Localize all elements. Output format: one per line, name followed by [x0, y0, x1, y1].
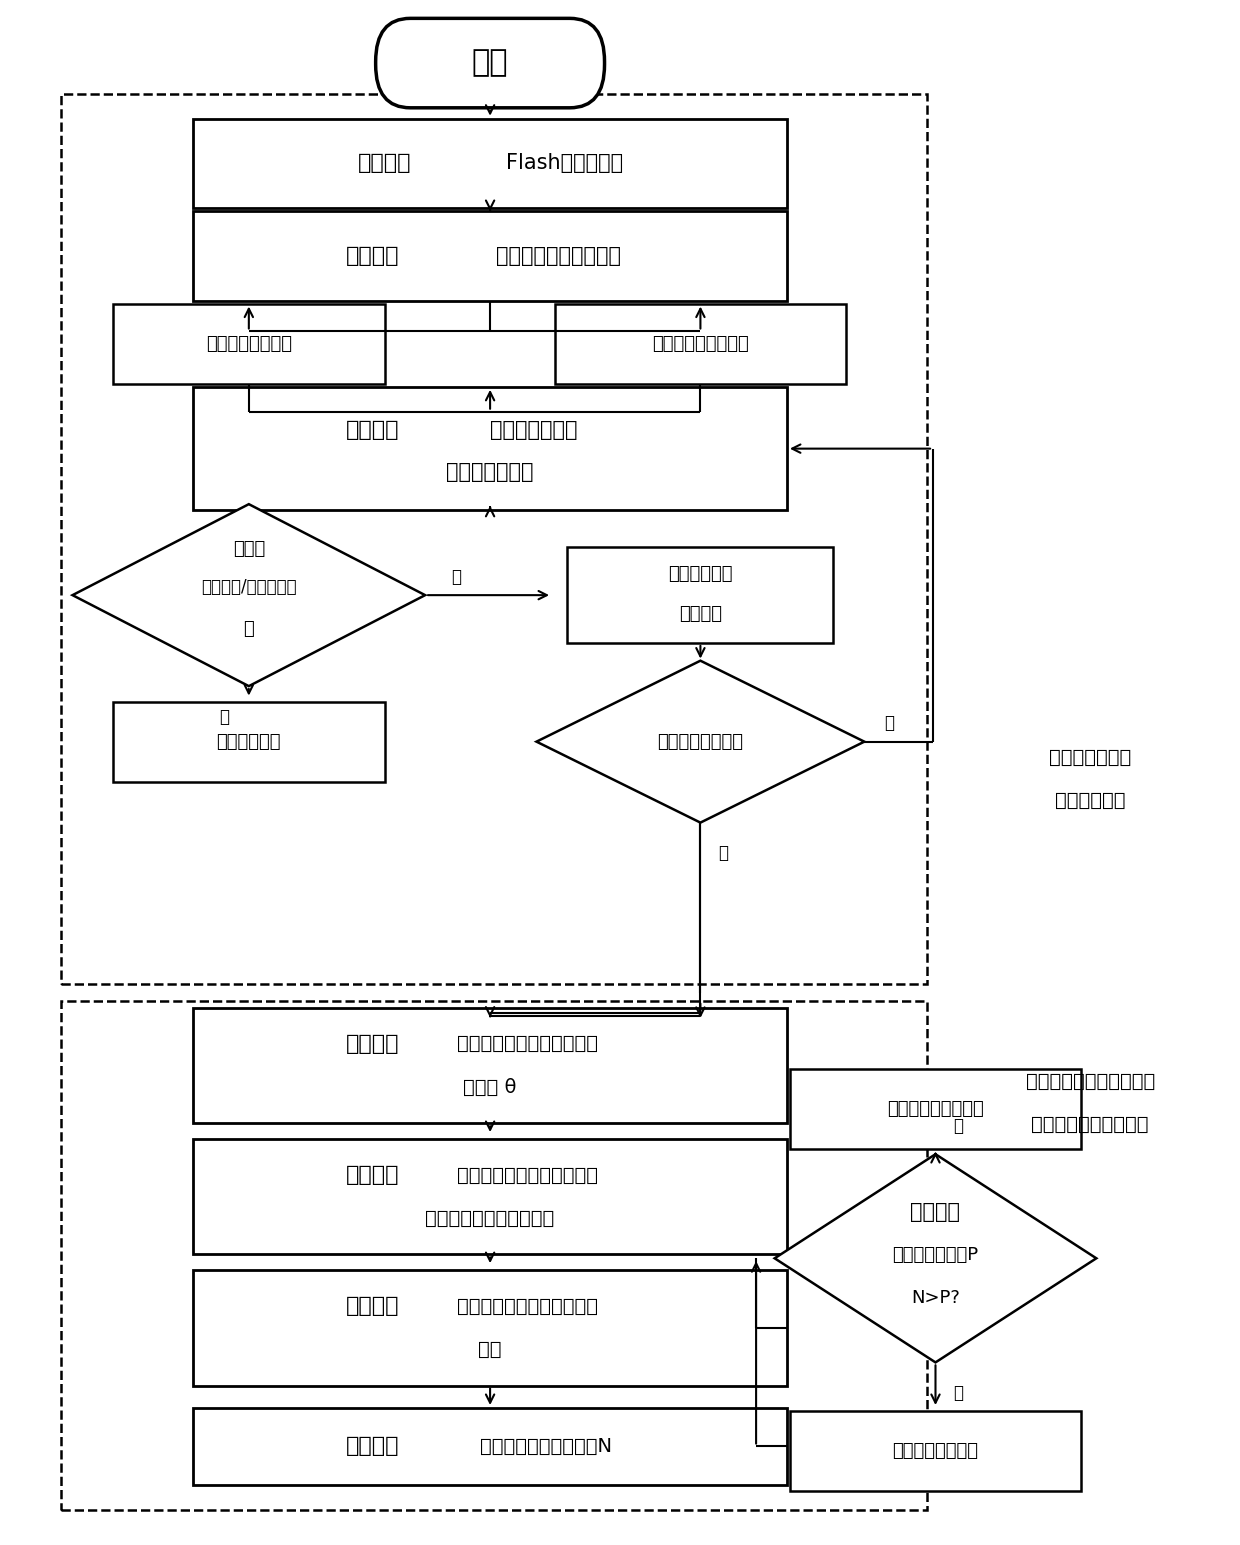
- Text: 进行各温度下的: 进行各温度下的: [490, 420, 577, 440]
- Bar: [556, 304, 846, 383]
- Polygon shape: [775, 1154, 1096, 1363]
- Text: 计算常温下平均无故障工作: 计算常温下平均无故障工作: [456, 1296, 598, 1316]
- Bar: [568, 547, 833, 643]
- Text: 隔时间 θ: 隔时间 θ: [464, 1077, 517, 1097]
- Text: 记录失效时间: 记录失效时间: [217, 732, 281, 751]
- Text: 是: 是: [952, 1384, 962, 1403]
- Text: 多: 多: [243, 620, 254, 638]
- Text: 步骤三：: 步骤三：: [346, 420, 399, 440]
- Text: 是: 是: [219, 708, 229, 726]
- Text: 步骤五：: 步骤五：: [346, 1165, 399, 1185]
- Text: 擦写循环试验与: 擦写循环试验与: [1049, 748, 1131, 766]
- Text: 数据错误收集: 数据错误收集: [1055, 791, 1126, 810]
- Bar: [61, 1001, 926, 1509]
- FancyBboxPatch shape: [376, 19, 605, 108]
- Text: 错误数量: 错误数量: [680, 604, 722, 623]
- Bar: [193, 1407, 787, 1485]
- Bar: [193, 386, 787, 510]
- Bar: [113, 304, 384, 383]
- Bar: [193, 119, 787, 209]
- Text: 擦写读循环试验: 擦写读循环试验: [446, 462, 534, 482]
- Text: 到达预设试验时间: 到达预设试验时间: [657, 732, 744, 751]
- Polygon shape: [72, 504, 425, 686]
- Bar: [61, 94, 926, 984]
- Text: 没有读出/故障单元过: 没有读出/故障单元过: [201, 578, 296, 596]
- Text: 符合擦写性能要求: 符合擦写性能要求: [893, 1441, 978, 1460]
- Text: 记录读出数据: 记录读出数据: [668, 564, 733, 582]
- Text: 否: 否: [952, 1117, 962, 1136]
- Text: 时间: 时间: [479, 1340, 502, 1358]
- Text: 电应力：擦写读循环: 电应力：擦写读循环: [652, 335, 749, 352]
- Text: 步骤二：: 步骤二：: [346, 246, 399, 266]
- Text: 步骤四：: 步骤四：: [346, 1034, 399, 1054]
- Text: 无故障工作时间函数关系: 无故障工作时间函数关系: [425, 1208, 554, 1228]
- Bar: [193, 212, 787, 301]
- Text: 规定耐擦写次数P: 规定耐擦写次数P: [893, 1247, 978, 1264]
- Polygon shape: [537, 661, 864, 822]
- Text: 是: 是: [718, 845, 728, 862]
- Text: Flash存储器初筛: Flash存储器初筛: [506, 153, 622, 173]
- Text: 否: 否: [884, 714, 894, 732]
- Text: 步骤一：: 步骤一：: [358, 153, 412, 173]
- Text: 计算常温下耐擦写次数N: 计算常温下耐擦写次数N: [480, 1437, 611, 1455]
- Bar: [193, 1270, 787, 1386]
- Text: 步骤六：: 步骤六：: [346, 1296, 399, 1316]
- Text: 失效：: 失效：: [233, 539, 265, 558]
- Text: 步骤七：: 步骤七：: [346, 1437, 399, 1457]
- Text: N>P?: N>P?: [911, 1290, 960, 1307]
- Text: 得出常温下耐擦写次数: 得出常温下耐擦写次数: [1032, 1114, 1149, 1134]
- Bar: [790, 1411, 1081, 1491]
- Bar: [193, 1007, 787, 1123]
- Text: 步骤八：: 步骤八：: [910, 1202, 961, 1222]
- Bar: [193, 1139, 787, 1255]
- Bar: [113, 701, 384, 782]
- Text: 计算平均无故障间隔时间: 计算平均无故障间隔时间: [1025, 1071, 1154, 1091]
- Text: 否: 否: [451, 567, 461, 586]
- Text: 不符合擦写性能要求: 不符合擦写性能要求: [887, 1100, 983, 1117]
- Text: 热电应力施加方案确定: 热电应力施加方案确定: [496, 246, 621, 266]
- Text: 开始: 开始: [472, 48, 508, 77]
- Bar: [790, 1069, 1081, 1149]
- Text: 计算环境温度与该温度平均: 计算环境温度与该温度平均: [456, 1165, 598, 1185]
- Text: 计算各温度组平均无故障间: 计算各温度组平均无故障间: [456, 1035, 598, 1054]
- Text: 热应力：高温分组: 热应力：高温分组: [206, 335, 291, 352]
